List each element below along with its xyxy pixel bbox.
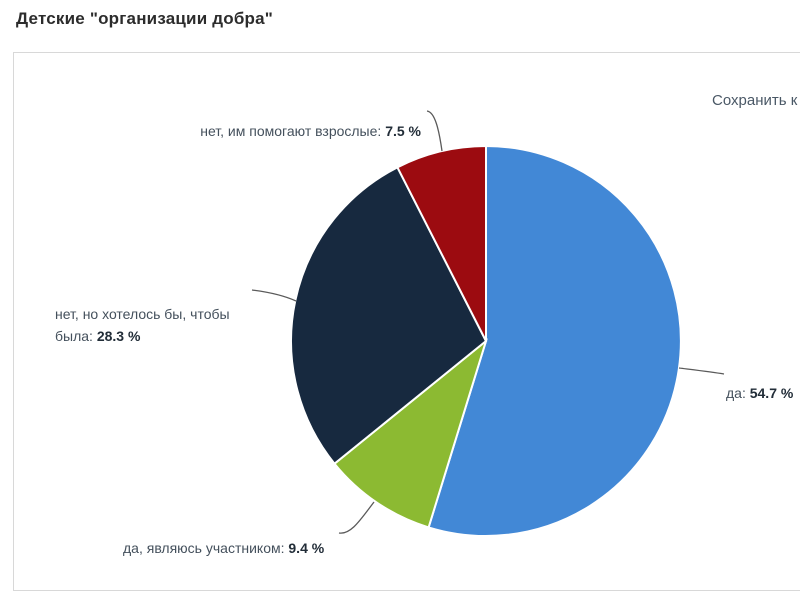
slice-label-da: да: 54.7 % [726, 382, 793, 404]
pie-slice-1[interactable] [427, 144, 682, 537]
slice-value: 9.4 % [288, 540, 325, 556]
slice-value: 28.3 % [96, 328, 141, 344]
connector-blue-slice [678, 367, 725, 375]
connector-green-slice [338, 501, 375, 534]
label-connectors [251, 110, 725, 534]
connector-navy-slice [251, 289, 297, 302]
slice-value: 7.5 % [385, 123, 421, 139]
page-title: Детские "организации добра" [16, 9, 274, 28]
slice-label-net-pomogayut: нет, им помогают взрослые: 7.5 % [200, 120, 421, 142]
pie-slices [290, 144, 682, 537]
pie-slice-4[interactable] [396, 144, 487, 342]
slice-label-da-uchastnik: да, являюсь участником: 9.4 % [123, 537, 324, 559]
slice-label-text: нет, но хотелось бы, чтобы была: [55, 306, 230, 344]
connector-red-slice [426, 110, 443, 152]
slice-value: 54.7 % [749, 385, 794, 401]
save-link[interactable]: Сохранить к [712, 92, 798, 109]
slice-label-text: да: [726, 385, 750, 401]
pie-slice-2[interactable] [333, 338, 488, 529]
slice-label-text: да, являюсь участником: [123, 540, 289, 556]
slice-label-text: нет, им помогают взрослые: [200, 123, 386, 139]
slice-label-net-no-hotelos: нет, но хотелось бы, чтобы была: 28.3 % [55, 303, 255, 347]
